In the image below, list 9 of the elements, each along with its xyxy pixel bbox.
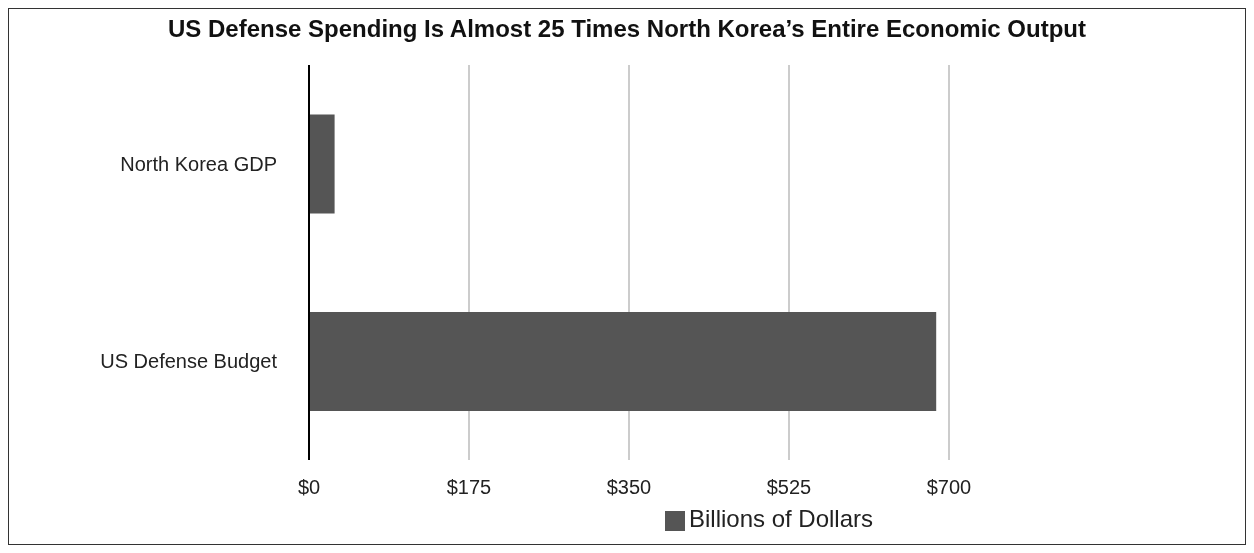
x-tick-label: $525 bbox=[766, 476, 812, 499]
x-tick-label: $175 bbox=[446, 476, 492, 499]
y-tick-label: North Korea GDP bbox=[120, 152, 277, 175]
x-tick-label: $0 bbox=[297, 476, 321, 499]
y-tick-label: US Defense Budget bbox=[100, 350, 278, 373]
legend-label: Billions of Dollars bbox=[688, 505, 874, 532]
x-tick-label: $700 bbox=[926, 476, 972, 499]
x-tick-label: $350 bbox=[606, 476, 652, 499]
chart-title: US Defense Spending Is Almost 25 Times North Korea’s Entire Economic Output bbox=[167, 15, 1087, 43]
